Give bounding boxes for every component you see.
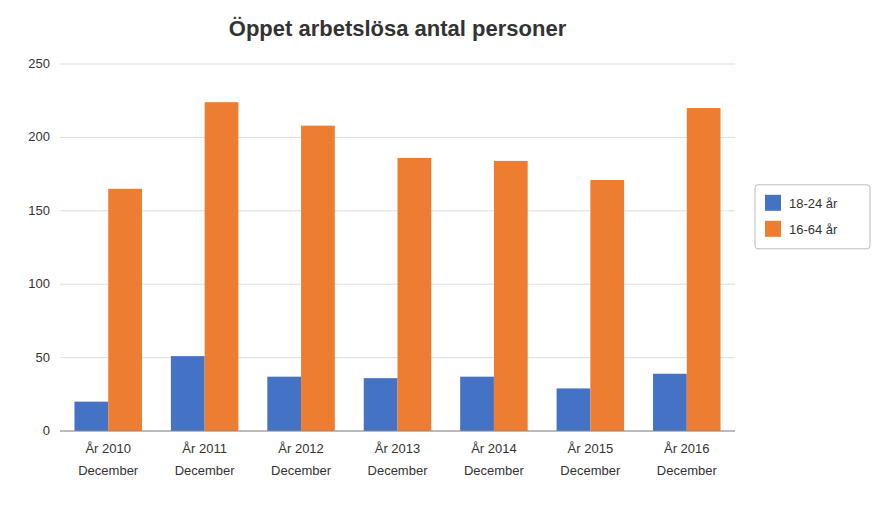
legend-frame (755, 185, 870, 249)
bar (460, 377, 494, 431)
grid-line (60, 137, 735, 138)
bar (74, 402, 108, 431)
y-tick-label: 200 (28, 129, 50, 144)
title: Öppet arbetslösa antal personer (229, 16, 567, 41)
x-tick-label: År 2016 (664, 441, 710, 456)
x-tick-label: År 2013 (375, 441, 421, 456)
legend-label: 16-64 år (789, 222, 838, 237)
bar (205, 102, 239, 431)
x-axis-line (60, 431, 735, 432)
grid-line (60, 431, 735, 432)
legend: 18-24 år 16-64 år (755, 185, 870, 249)
x-tick-label: År 2010 (85, 441, 131, 456)
grid (60, 64, 735, 431)
bar (653, 374, 687, 431)
annotation: December (368, 463, 429, 478)
y-tick-label: 100 (28, 276, 50, 291)
x-tick-label: År 2012 (278, 441, 324, 456)
annotation: December (271, 463, 332, 478)
bar (590, 180, 624, 431)
bar (301, 126, 335, 431)
legend-swatch (765, 221, 781, 237)
bar (687, 108, 721, 431)
grid-line (60, 64, 735, 65)
bar (108, 189, 142, 431)
bar (364, 378, 398, 431)
chart-container: Öppet arbetslösa antal personer 0 50 100 150… (0, 0, 885, 527)
annotation: December (560, 463, 621, 478)
x-tick-label: År 2011 (182, 441, 227, 456)
bar (494, 161, 528, 431)
x-tick-label: År 2014 (471, 441, 517, 456)
y-tick-label: 250 (28, 56, 50, 71)
annotation: December (78, 463, 139, 478)
y-tick-label: 0 (43, 423, 50, 438)
bar (267, 377, 301, 431)
y-tick-label: 50 (36, 350, 50, 365)
annotation: December (175, 463, 236, 478)
x-tick-label: År 2015 (568, 441, 614, 456)
y-tick-label: 150 (28, 203, 50, 218)
annotation: December (464, 463, 525, 478)
bar (398, 158, 432, 431)
bar (557, 388, 591, 431)
bars (74, 102, 720, 431)
chart: Öppet arbetslösa antal personer 0 50 100 150… (0, 0, 885, 527)
annotation: December (657, 463, 718, 478)
legend-label: 18-24 år (789, 196, 838, 211)
legend-swatch (765, 195, 781, 211)
bar (171, 356, 205, 431)
